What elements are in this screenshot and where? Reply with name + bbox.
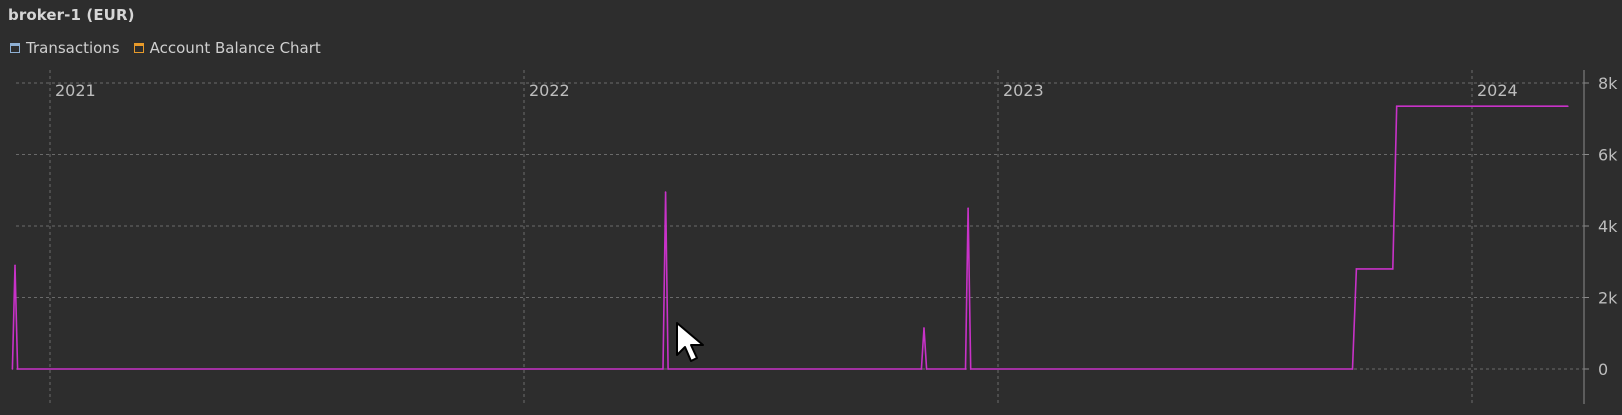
data-point — [1395, 105, 1398, 108]
x-tick-label: 2022 — [529, 81, 570, 100]
tab-label: Transactions — [26, 39, 120, 57]
x-tick-label: 2023 — [1003, 81, 1044, 100]
window-icon — [10, 43, 20, 53]
mouse-pointer-icon — [676, 322, 704, 362]
data-point — [16, 368, 19, 370]
window-icon — [133, 43, 144, 53]
chart-tabs: Transactions Account Balance Chart — [10, 39, 321, 57]
data-point — [662, 368, 664, 370]
data-point — [923, 327, 925, 329]
data-point — [11, 368, 14, 370]
balance-series-line — [11, 105, 1568, 370]
x-tick-label: 2021 — [55, 81, 96, 100]
x-tick-label: 2024 — [1477, 81, 1518, 100]
data-point — [1351, 368, 1354, 370]
data-point — [967, 207, 969, 209]
tab-label: Account Balance Chart — [149, 39, 321, 57]
data-point — [1567, 105, 1569, 108]
data-point — [1391, 268, 1394, 270]
data-point — [667, 368, 669, 370]
y-tick-label: 4k — [1598, 217, 1618, 236]
data-point — [1355, 268, 1358, 270]
y-tick-label: 6k — [1598, 146, 1618, 165]
y-tick-label: 8k — [1598, 74, 1618, 93]
tab-transactions[interactable]: Transactions — [10, 39, 120, 57]
data-point — [920, 368, 923, 370]
data-point — [969, 368, 972, 370]
y-tick-label: 0 — [1598, 360, 1608, 379]
data-point — [925, 368, 928, 370]
window-title: broker-1 (EUR) — [8, 6, 135, 24]
data-point — [14, 264, 16, 267]
data-point — [664, 191, 667, 193]
tab-account-balance-chart[interactable]: Account Balance Chart — [133, 39, 321, 57]
data-point — [964, 368, 967, 370]
y-tick-label: 2k — [1598, 289, 1618, 308]
